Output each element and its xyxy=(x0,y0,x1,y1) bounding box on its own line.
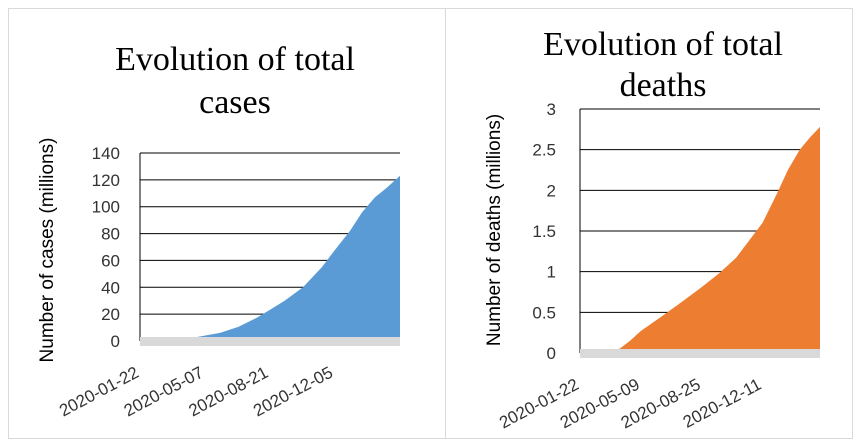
deaths-y-tick-label: 1.5 xyxy=(532,222,556,241)
deaths-x-axis-line xyxy=(580,349,820,358)
cases-area-series xyxy=(140,175,400,341)
deaths-y-tick-label: 2.5 xyxy=(532,141,556,160)
cases-chart-title-line1: Evolution of total xyxy=(115,41,355,78)
cases-x-axis-line xyxy=(140,337,400,346)
cases-y-tick-label: 40 xyxy=(101,278,120,297)
cases-y-tick-label: 20 xyxy=(101,305,120,324)
cases-chart: Evolution of total cases Number of cases… xyxy=(37,41,400,420)
deaths-chart-title-line2: deaths xyxy=(620,67,707,104)
deaths-y-tick-label: 1 xyxy=(547,263,556,282)
cases-y-tick-label: 60 xyxy=(101,251,120,270)
cases-y-tick-label: 120 xyxy=(92,171,120,190)
deaths-chart-y-axis-label: Number of deaths (millions) xyxy=(484,114,505,346)
cases-y-tick-label: 140 xyxy=(92,144,120,163)
cases-chart-y-axis-label: Number of cases (millions) xyxy=(37,138,58,363)
cases-y-tick-label: 0 xyxy=(111,332,120,351)
deaths-chart-title-line1: Evolution of total xyxy=(543,26,783,63)
chart-panel-deaths xyxy=(445,8,853,439)
deaths-chart: Evolution of total deaths Number of deat… xyxy=(484,26,820,432)
cases-y-tick-label: 100 xyxy=(92,198,120,217)
cases-y-tick-label: 80 xyxy=(101,225,120,244)
deaths-y-tick-label: 2 xyxy=(547,181,556,200)
cases-chart-title-line2: cases xyxy=(199,84,271,121)
deaths-y-tick-label: 0.5 xyxy=(532,303,556,322)
deaths-y-tick-label: 0 xyxy=(547,344,556,363)
deaths-area-series xyxy=(580,126,820,354)
deaths-y-tick-label: 3 xyxy=(547,100,556,119)
